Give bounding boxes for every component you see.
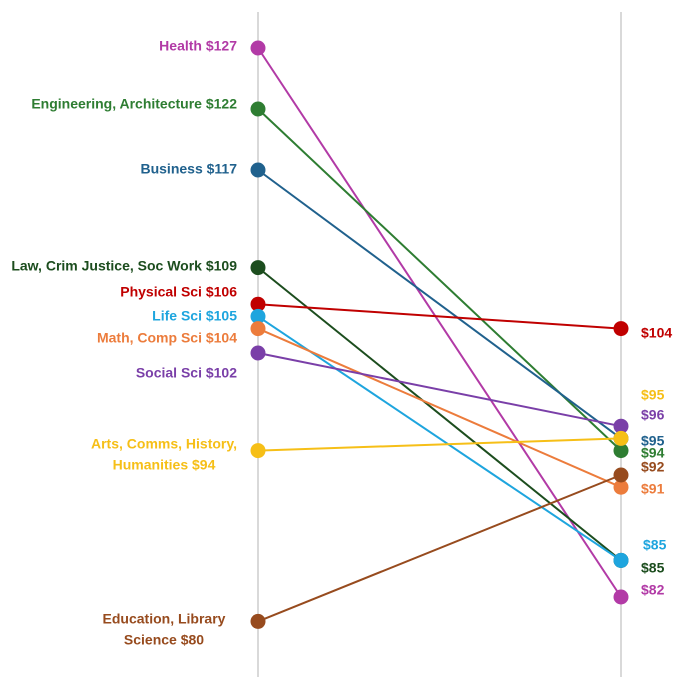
point-left-math-comp-sci — [250, 321, 266, 337]
point-right-life-sci — [613, 552, 629, 568]
point-right-physical-sci — [613, 321, 629, 337]
series-labels: Health $127 $82 Engineering, Architecture … — [11, 38, 672, 648]
series-line-education-library-science — [257, 474, 622, 623]
point-left-physical-sci — [250, 296, 266, 312]
left-label-physical-sci: Physical Sci $106 — [120, 284, 237, 300]
point-left-education-library-science — [250, 613, 266, 629]
series-lines — [257, 47, 622, 623]
left-label-health: Health $127 — [159, 38, 237, 54]
point-left-law-crim-justice-soc-work — [250, 260, 266, 276]
series-line-math-comp-sci — [257, 327, 622, 489]
left-label-math-comp-sci: Math, Comp Sci $104 — [97, 330, 237, 346]
right-label-life-sci: $85 — [643, 537, 667, 553]
series-line-arts-comms-history-humanities — [257, 437, 622, 452]
point-right-education-library-science — [613, 467, 629, 483]
series-line-health — [257, 47, 622, 598]
left-label-line: Education, Library — [103, 611, 226, 627]
left-label-life-sci: Life Sci $105 — [152, 308, 237, 324]
left-label-line: Arts, Comms, History, — [91, 436, 237, 452]
left-label-education-library-science: Education, Library Science $80 — [103, 611, 226, 648]
left-label-line: Humanities $94 — [113, 457, 216, 473]
series-line-life-sci — [257, 315, 622, 562]
right-label-education-library-science: $92 — [641, 459, 665, 475]
right-label-health: $82 — [641, 582, 665, 598]
point-right-social-sci — [613, 418, 629, 434]
point-right-math-comp-sci — [613, 479, 629, 495]
point-left-engineering-architecture — [250, 101, 266, 117]
left-label-arts-comms-history-humanities: Arts, Comms, History, Humanities $94 — [91, 436, 237, 473]
right-label-law-crim-justice-soc-work: $85 — [641, 560, 665, 576]
right-label-arts-comms-history-humanities: $95 — [641, 387, 665, 403]
point-left-arts-comms-history-humanities — [250, 443, 266, 459]
left-label-engineering-architecture: Engineering, Architecture $122 — [31, 96, 237, 112]
series-line-physical-sci — [257, 303, 622, 330]
series-line-law-crim-justice-soc-work — [257, 266, 622, 562]
right-label-business: $95 — [641, 433, 665, 449]
point-right-engineering-architecture — [613, 443, 629, 459]
right-label-math-comp-sci: $91 — [641, 481, 665, 497]
series-points — [250, 40, 629, 629]
left-label-social-sci: Social Sci $102 — [136, 365, 237, 381]
series-line-business — [257, 169, 622, 440]
point-left-health — [250, 40, 266, 56]
point-left-business — [250, 162, 266, 178]
right-label-physical-sci: $104 — [641, 325, 672, 341]
left-label-business: Business $117 — [140, 161, 237, 177]
point-right-arts-comms-history-humanities — [613, 430, 629, 446]
left-label-law-crim-justice-soc-work: Law, Crim Justice, Soc Work $109 — [11, 258, 237, 274]
left-label-line: Science $80 — [124, 632, 204, 648]
point-left-social-sci — [250, 345, 266, 361]
point-left-life-sci — [250, 308, 266, 324]
series-line-social-sci — [257, 352, 622, 428]
right-label-social-sci: $96 — [641, 407, 665, 423]
point-right-health — [613, 589, 629, 605]
right-label-engineering-architecture: $94 — [641, 445, 665, 461]
